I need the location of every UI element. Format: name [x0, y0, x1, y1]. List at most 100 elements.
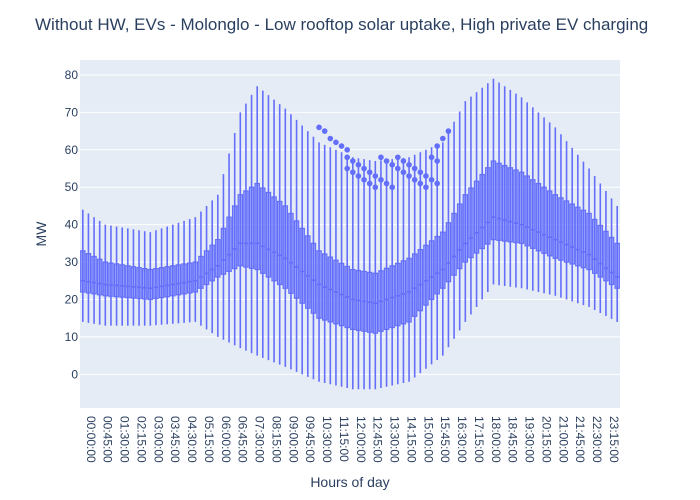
box-iqr — [608, 236, 615, 286]
outlier-point — [428, 154, 435, 161]
x-tick-label: 20:15:00 — [539, 416, 553, 463]
outlier-point — [434, 143, 440, 149]
outlier-point — [366, 180, 373, 187]
x-tick-label: 18:45:00 — [506, 416, 520, 463]
y-tick-label: 60 — [65, 143, 79, 157]
box-iqr — [141, 268, 148, 300]
box-iqr — [395, 262, 401, 327]
outlier-point — [383, 180, 390, 187]
outlier-point — [355, 173, 362, 179]
outlier-point — [440, 135, 446, 142]
plot-area — [80, 60, 620, 408]
box-iqr — [507, 167, 514, 243]
box-iqr — [198, 255, 204, 289]
outlier-point — [445, 128, 452, 134]
box-iqr — [215, 239, 221, 278]
box-iqr — [305, 235, 311, 309]
box-iqr — [423, 244, 429, 306]
box-iqr — [293, 220, 300, 299]
x-tick-label: 21:45:00 — [573, 416, 587, 463]
x-tick-label: 12:45:00 — [371, 416, 385, 463]
box-iqr — [130, 266, 137, 299]
box-iqr — [310, 242, 317, 314]
outlier-point — [428, 176, 435, 183]
outlier-point — [366, 169, 373, 176]
outlier-point — [411, 176, 418, 183]
box-iqr — [614, 242, 620, 289]
outlier-point — [344, 147, 350, 153]
box-iqr — [580, 209, 587, 269]
outlier-point — [423, 173, 429, 179]
box-iqr — [445, 222, 452, 283]
x-tick-label: 19:30:00 — [523, 416, 537, 463]
x-tick-label: 12:00:00 — [354, 416, 368, 463]
box-iqr — [237, 194, 244, 267]
outlier-point — [372, 173, 379, 179]
y-tick-label: 30 — [65, 255, 79, 269]
box-iqr — [153, 268, 159, 300]
x-tick-label: 16:30:00 — [455, 416, 469, 463]
box-iqr — [248, 186, 255, 269]
box-iqr — [501, 164, 508, 242]
box-iqr — [265, 191, 272, 278]
box-iqr — [80, 250, 86, 293]
outlier-point — [389, 184, 395, 191]
outlier-point — [423, 184, 429, 191]
outlier-point — [400, 158, 407, 164]
x-tick-label: 11:15:00 — [337, 416, 351, 462]
outlier-point — [389, 161, 395, 168]
outlier-point — [395, 165, 401, 172]
box-iqr — [485, 167, 491, 245]
box-iqr — [192, 261, 199, 293]
box-iqr — [440, 231, 446, 289]
x-tick-labels: 00:00:00 00:45:00 01:30:00 02:15:00 03:00:00… — [84, 416, 621, 463]
box-iqr — [220, 227, 227, 275]
y-tick-labels: 0 10 20 30 40 50 60 70 80 — [65, 68, 79, 381]
box-iqr — [108, 262, 114, 297]
box-iqr — [186, 262, 193, 294]
box-iqr — [136, 267, 142, 300]
outlier-point — [344, 165, 350, 172]
box-iqr — [231, 205, 238, 270]
x-tick-label: 22:30:00 — [590, 416, 604, 463]
outlier-point — [338, 143, 345, 149]
x-tick-label: 06:45:00 — [236, 416, 250, 463]
outlier-point — [316, 124, 322, 131]
x-tick-label: 09:45:00 — [303, 416, 317, 463]
box-iqr — [558, 197, 564, 261]
box-iqr — [209, 244, 215, 282]
box-iqr — [175, 264, 182, 296]
box-iqr — [181, 263, 187, 295]
outlier-point — [434, 158, 440, 164]
x-tick-label: 14:15:00 — [404, 416, 418, 463]
outlier-point — [417, 180, 424, 187]
x-tick-label: 15:45:00 — [438, 416, 452, 463]
outlier-point — [361, 165, 367, 172]
outlier-point — [372, 184, 379, 191]
x-tick-label: 00:45:00 — [101, 416, 115, 463]
box-iqr — [147, 268, 154, 301]
box-iqr — [158, 267, 165, 299]
y-tick-label: 20 — [65, 292, 79, 306]
box-iqr — [468, 187, 474, 259]
x-tick-label: 21:00:00 — [556, 416, 570, 463]
outlier-point — [350, 169, 356, 176]
box-iqr — [451, 212, 457, 276]
box-iqr — [479, 173, 485, 250]
box-iqr — [91, 255, 97, 295]
outlier-point — [383, 158, 390, 164]
box-iqr — [434, 235, 440, 295]
outlier-point — [333, 139, 339, 146]
box-iqr — [389, 265, 395, 329]
box-iqr — [597, 224, 604, 278]
box-iqr — [552, 194, 559, 259]
box-iqr — [288, 212, 294, 294]
box-iqr — [411, 253, 418, 317]
box-iqr — [299, 227, 305, 304]
x-tick-label: 15:00:00 — [421, 416, 435, 463]
y-axis-title: MW — [33, 221, 49, 247]
outlier-point — [378, 154, 384, 161]
box-iqr — [524, 175, 530, 247]
outlier-point — [417, 169, 424, 176]
chart-title: Without HW, EVs - Molonglo - Low rooftop… — [35, 15, 648, 34]
